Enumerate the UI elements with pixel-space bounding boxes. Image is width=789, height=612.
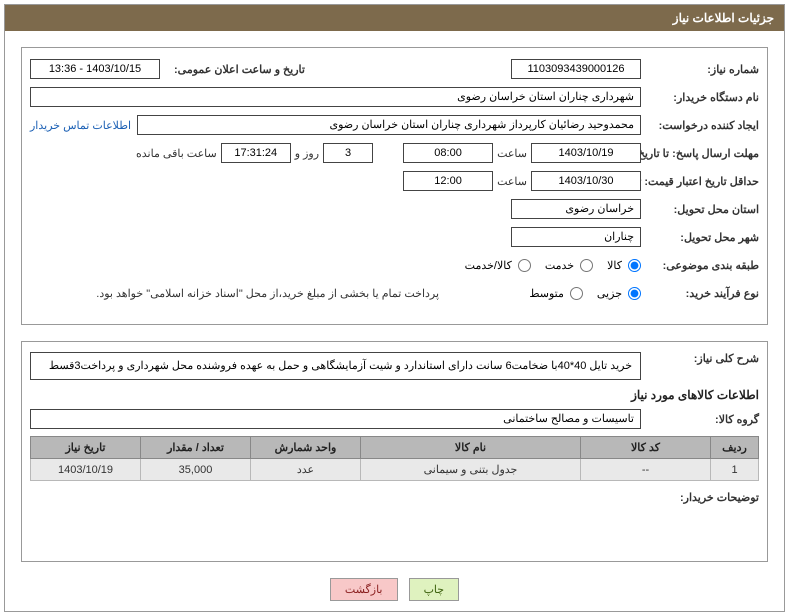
goods-group-label: گروه کالا: (641, 413, 759, 426)
need-number-label: شماره نیاز: (641, 63, 759, 76)
need-number-field: 1103093439000126 (511, 59, 641, 79)
buyer-org-label: نام دستگاه خریدار: (641, 91, 759, 104)
radio-kala-label: کالا (607, 259, 622, 272)
radio-jozei-label: جزیی (597, 287, 622, 300)
button-bar: چاپ بازگشت (5, 578, 784, 611)
delivery-province-field: خراسان رضوی (511, 199, 641, 219)
radio-jozei[interactable]: جزیی (597, 287, 641, 300)
goods-group-field: تاسیسات و مصالح ساختمانی (30, 409, 641, 429)
classification-label: طبقه بندی موضوعی: (641, 259, 759, 272)
radio-kala-input[interactable] (628, 259, 641, 272)
td-date: 1403/10/19 (31, 459, 141, 481)
delivery-city-label: شهر محل تحویل: (641, 231, 759, 244)
radio-kala-khedmat-label: کالا/خدمت (465, 259, 512, 272)
radio-khedmat-input[interactable] (580, 259, 593, 272)
reply-date-field: 1403/10/19 (531, 143, 641, 163)
remaining-hours-label: ساعت باقی مانده (132, 147, 221, 160)
radio-kala-khedmat-input[interactable] (518, 259, 531, 272)
requester-label: ایجاد کننده درخواست: (641, 119, 759, 132)
radio-khedmat-label: خدمت (545, 259, 574, 272)
requester-field: محمدوحید رضائیان کارپرداز شهرداری چناران… (137, 115, 641, 135)
hour-label-1: ساعت (493, 147, 531, 160)
validity-time-field: 12:00 (403, 171, 493, 191)
radio-motavaset-label: متوسط (529, 287, 564, 300)
general-desc-field: خرید تایل 40*40با ضخامت6 سانت دارای استا… (30, 352, 641, 380)
items-info-title: اطلاعات کالاهای مورد نیاز (30, 388, 759, 402)
th-date: تاریخ نیاز (31, 437, 141, 459)
reply-time-field: 08:00 (403, 143, 493, 163)
table-row: 1 -- جدول بتنی و سیمانی عدد 35,000 1403/… (31, 459, 759, 481)
th-unit: واحد شمارش (251, 437, 361, 459)
items-table: ردیف کد کالا نام کالا واحد شمارش تعداد /… (30, 436, 759, 481)
buyer-contact-link[interactable]: اطلاعات تماس خریدار (30, 119, 131, 132)
td-unit: عدد (251, 459, 361, 481)
buyer-org-field: شهرداری چناران استان خراسان رضوی (30, 87, 641, 107)
hour-label-2: ساعت (493, 175, 531, 188)
td-name: جدول بتنی و سیمانی (361, 459, 581, 481)
panel-header: جزئیات اطلاعات نیاز (5, 5, 784, 31)
process-type-label: نوع فرآیند خرید: (641, 287, 759, 300)
delivery-city-field: چناران (511, 227, 641, 247)
td-code: -- (581, 459, 711, 481)
th-code: کد کالا (581, 437, 711, 459)
th-qty: تعداد / مقدار (141, 437, 251, 459)
reply-deadline-label: مهلت ارسال پاسخ: تا تاریخ: (641, 147, 759, 160)
process-note: پرداخت تمام یا بخشی از مبلغ خرید،از محل … (30, 287, 505, 300)
announce-datetime-field: 1403/10/15 - 13:36 (30, 59, 160, 79)
need-info-section: شماره نیاز: 1103093439000126 تاریخ و ساع… (21, 47, 768, 325)
buyer-notes-label: توضیحات خریدار: (641, 491, 759, 504)
validity-date-field: 1403/10/30 (531, 171, 641, 191)
radio-motavaset-input[interactable] (570, 287, 583, 300)
validity-min-label: حداقل تاریخ اعتبار قیمت: تا تاریخ: (641, 175, 759, 188)
delivery-province-label: استان محل تحویل: (641, 203, 759, 216)
td-row: 1 (711, 459, 759, 481)
th-name: نام کالا (361, 437, 581, 459)
th-row: ردیف (711, 437, 759, 459)
radio-kala-khedmat[interactable]: کالا/خدمت (465, 259, 531, 272)
radio-motavaset[interactable]: متوسط (529, 287, 583, 300)
days-and-label: روز و (291, 147, 323, 160)
items-section: شرح کلی نیاز: خرید تایل 40*40با ضخامت6 س… (21, 341, 768, 562)
general-desc-label: شرح کلی نیاز: (641, 352, 759, 365)
remaining-days-field: 3 (323, 143, 373, 163)
announce-datetime-label: تاریخ و ساعت اعلان عمومی: (170, 63, 305, 76)
radio-khedmat[interactable]: خدمت (545, 259, 593, 272)
remaining-time-field: 17:31:24 (221, 143, 291, 163)
radio-jozei-input[interactable] (628, 287, 641, 300)
radio-kala[interactable]: کالا (607, 259, 641, 272)
td-qty: 35,000 (141, 459, 251, 481)
